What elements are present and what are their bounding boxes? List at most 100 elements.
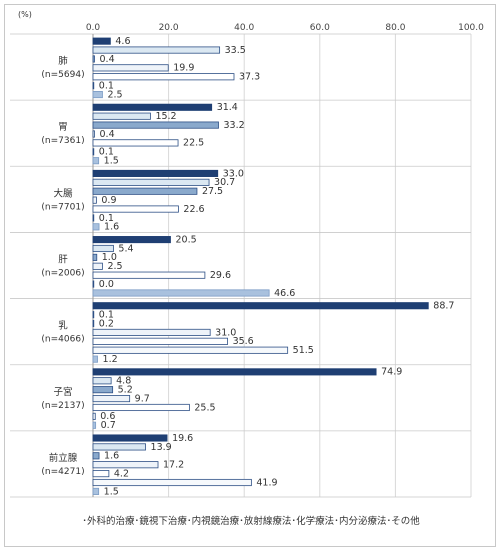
data-label: 19.9 <box>173 63 194 74</box>
data-label: 1.5 <box>104 486 119 497</box>
legend-item: 鏡視下治療 <box>135 516 187 527</box>
bar <box>93 303 428 309</box>
category-label: 乳 <box>58 320 68 332</box>
bar <box>93 338 228 344</box>
legend-item: 外科的治療 <box>82 516 134 527</box>
bar <box>93 236 170 242</box>
data-label: 51.5 <box>293 345 314 356</box>
data-label: 1.2 <box>103 354 118 365</box>
category-n-label: (n=2006) <box>41 269 84 279</box>
bar <box>93 462 158 468</box>
data-label: 9.7 <box>135 393 150 404</box>
bar <box>93 444 146 450</box>
data-label: 0.4 <box>100 129 115 140</box>
data-label: 31.4 <box>217 102 238 113</box>
legend: 外科的治療鏡視下治療内視鏡治療放射線療法化学療法内分泌療法その他 <box>0 513 502 527</box>
category-label: 胃 <box>58 122 68 133</box>
data-label: 4.2 <box>114 468 129 479</box>
data-label: 35.6 <box>233 336 254 347</box>
data-label: 20.5 <box>175 234 196 245</box>
category-n-label: (n=7701) <box>41 202 84 212</box>
data-label: 1.5 <box>104 156 119 167</box>
x-tick-label: 40.0 <box>234 23 254 33</box>
data-label: 0.4 <box>100 54 115 65</box>
bar <box>93 47 220 53</box>
bar <box>93 347 288 353</box>
bar <box>93 188 197 194</box>
x-tick-label: 100.0 <box>458 23 484 33</box>
bar <box>93 272 205 278</box>
category-n-label: (n=4271) <box>41 467 84 477</box>
bar <box>93 74 234 80</box>
category-label: 大腸 <box>53 187 73 199</box>
bar <box>93 378 111 384</box>
bar <box>93 179 209 185</box>
data-label: 33.2 <box>223 120 244 131</box>
legend-item: 放射線療法 <box>239 516 291 527</box>
category-label: 肺 <box>58 56 68 67</box>
data-label: 2.5 <box>107 89 122 100</box>
data-label: 5.2 <box>118 385 133 396</box>
data-label: 17.2 <box>163 460 184 471</box>
legend-item: 内視鏡治療 <box>187 516 239 527</box>
x-tick-label: 60.0 <box>310 23 330 33</box>
x-tick-label: 0.0 <box>86 23 101 33</box>
bar <box>93 131 95 137</box>
data-label: 4.6 <box>115 36 130 47</box>
legend-item: その他 <box>386 516 419 527</box>
data-label: 22.6 <box>183 204 204 215</box>
bar <box>93 320 94 326</box>
bar <box>93 91 102 97</box>
bar <box>93 122 218 128</box>
bar <box>93 311 94 317</box>
bar <box>93 215 94 221</box>
data-label: 46.6 <box>274 288 295 299</box>
category-n-label: (n=2137) <box>41 401 84 411</box>
data-label: 2.5 <box>107 261 122 272</box>
category-n-label: (n=7361) <box>41 136 84 146</box>
legend-item: 化学療法 <box>291 516 334 527</box>
bar <box>93 206 178 212</box>
bar <box>93 395 130 401</box>
data-label: 0.0 <box>99 279 114 290</box>
data-label: 29.6 <box>210 270 231 281</box>
bar <box>93 113 150 119</box>
bar <box>93 413 95 419</box>
bar <box>93 104 212 110</box>
data-label: 37.3 <box>239 72 260 83</box>
data-label: 1.6 <box>104 451 119 462</box>
x-tick-label: 20.0 <box>159 23 179 33</box>
bar <box>93 170 218 176</box>
bar <box>93 140 178 146</box>
data-label: 22.5 <box>183 138 204 149</box>
data-label: 25.5 <box>194 402 215 413</box>
bar <box>93 435 167 441</box>
bar <box>93 356 98 362</box>
bar <box>93 369 376 375</box>
category-label: 子宮 <box>53 386 72 398</box>
bar <box>93 488 99 494</box>
data-label: 74.9 <box>381 367 402 378</box>
bar <box>93 38 110 44</box>
bar <box>93 149 94 155</box>
data-label: 27.5 <box>202 186 223 197</box>
bar <box>93 224 99 230</box>
data-label: 41.9 <box>256 477 277 488</box>
category-n-label: (n=4066) <box>41 335 84 345</box>
bar <box>93 83 94 89</box>
bar <box>93 245 113 251</box>
bar <box>93 453 99 459</box>
bar <box>93 281 94 287</box>
category-n-label: (n=5694) <box>41 70 84 80</box>
data-label: 0.9 <box>101 195 116 206</box>
data-label: 88.7 <box>433 301 454 312</box>
bar <box>93 290 269 296</box>
bar <box>93 479 251 485</box>
data-label: 15.2 <box>155 111 176 122</box>
data-label: 33.5 <box>225 45 246 56</box>
x-tick-label: 80.0 <box>385 23 405 33</box>
bar <box>93 65 168 71</box>
bar <box>93 254 97 260</box>
bar <box>93 387 113 393</box>
